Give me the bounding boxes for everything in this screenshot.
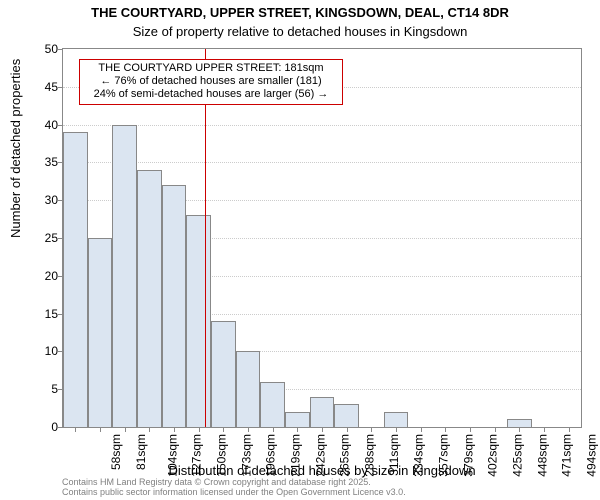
- bar: [285, 412, 310, 427]
- x-tick-mark: [519, 427, 520, 432]
- y-tick: 0: [51, 420, 58, 434]
- footnote-line2: Contains public sector information licen…: [62, 488, 406, 498]
- y-tick: 50: [45, 42, 58, 56]
- y-tick-mark: [58, 87, 63, 88]
- x-tick-mark: [125, 427, 126, 432]
- y-axis-label: Number of detached properties: [8, 59, 23, 238]
- reference-line: [205, 49, 206, 427]
- bar: [162, 185, 187, 427]
- bar: [507, 419, 532, 427]
- bar: [334, 404, 359, 427]
- y-tick-mark: [58, 427, 63, 428]
- bar: [310, 397, 335, 427]
- x-tick-mark: [149, 427, 150, 432]
- x-tick-mark: [470, 427, 471, 432]
- bar: [211, 321, 236, 427]
- footnote: Contains HM Land Registry data © Crown c…: [62, 478, 406, 498]
- x-tick-mark: [396, 427, 397, 432]
- bar: [88, 238, 113, 427]
- x-tick-mark: [569, 427, 570, 432]
- chart-title: THE COURTYARD, UPPER STREET, KINGSDOWN, …: [0, 5, 600, 20]
- x-tick-mark: [174, 427, 175, 432]
- gridline: [63, 125, 581, 126]
- annotation-line3: 24% of semi-detached houses are larger (…: [84, 88, 338, 101]
- bar: [137, 170, 162, 427]
- x-tick-mark: [100, 427, 101, 432]
- y-tick: 35: [45, 155, 58, 169]
- x-axis-label: Distribution of detached houses by size …: [62, 463, 582, 478]
- chart-container: { "chart": { "type": "histogram", "title…: [0, 0, 600, 500]
- chart-subtitle: Size of property relative to detached ho…: [0, 24, 600, 39]
- plot-area: THE COURTYARD UPPER STREET: 181sqm← 76% …: [62, 48, 582, 428]
- x-tick-mark: [297, 427, 298, 432]
- x-tick-mark: [421, 427, 422, 432]
- bar: [112, 125, 137, 427]
- x-tick: 494sqm: [585, 434, 599, 477]
- bar: [384, 412, 409, 427]
- x-tick-mark: [223, 427, 224, 432]
- bar: [260, 382, 285, 427]
- y-tick: 10: [45, 344, 58, 358]
- x-tick-mark: [445, 427, 446, 432]
- gridline: [63, 162, 581, 163]
- y-tick: 15: [45, 307, 58, 321]
- x-tick-mark: [322, 427, 323, 432]
- x-tick-mark: [75, 427, 76, 432]
- x-tick-mark: [273, 427, 274, 432]
- bar: [186, 215, 211, 427]
- bar: [63, 132, 88, 427]
- x-tick-mark: [248, 427, 249, 432]
- annotation-line1: THE COURTYARD UPPER STREET: 181sqm: [84, 62, 338, 75]
- x-tick-mark: [199, 427, 200, 432]
- x-tick-mark: [495, 427, 496, 432]
- y-tick: 40: [45, 118, 58, 132]
- y-tick-mark: [58, 49, 63, 50]
- y-tick: 5: [51, 382, 58, 396]
- y-tick-mark: [58, 125, 63, 126]
- annotation-line2: ← 76% of detached houses are smaller (18…: [84, 75, 338, 88]
- x-tick-mark: [347, 427, 348, 432]
- y-tick: 25: [45, 231, 58, 245]
- x-tick-mark: [371, 427, 372, 432]
- y-tick: 20: [45, 269, 58, 283]
- y-tick: 45: [45, 80, 58, 94]
- x-tick-mark: [544, 427, 545, 432]
- y-tick: 30: [45, 193, 58, 207]
- bar: [236, 351, 261, 427]
- annotation-box: THE COURTYARD UPPER STREET: 181sqm← 76% …: [79, 59, 343, 105]
